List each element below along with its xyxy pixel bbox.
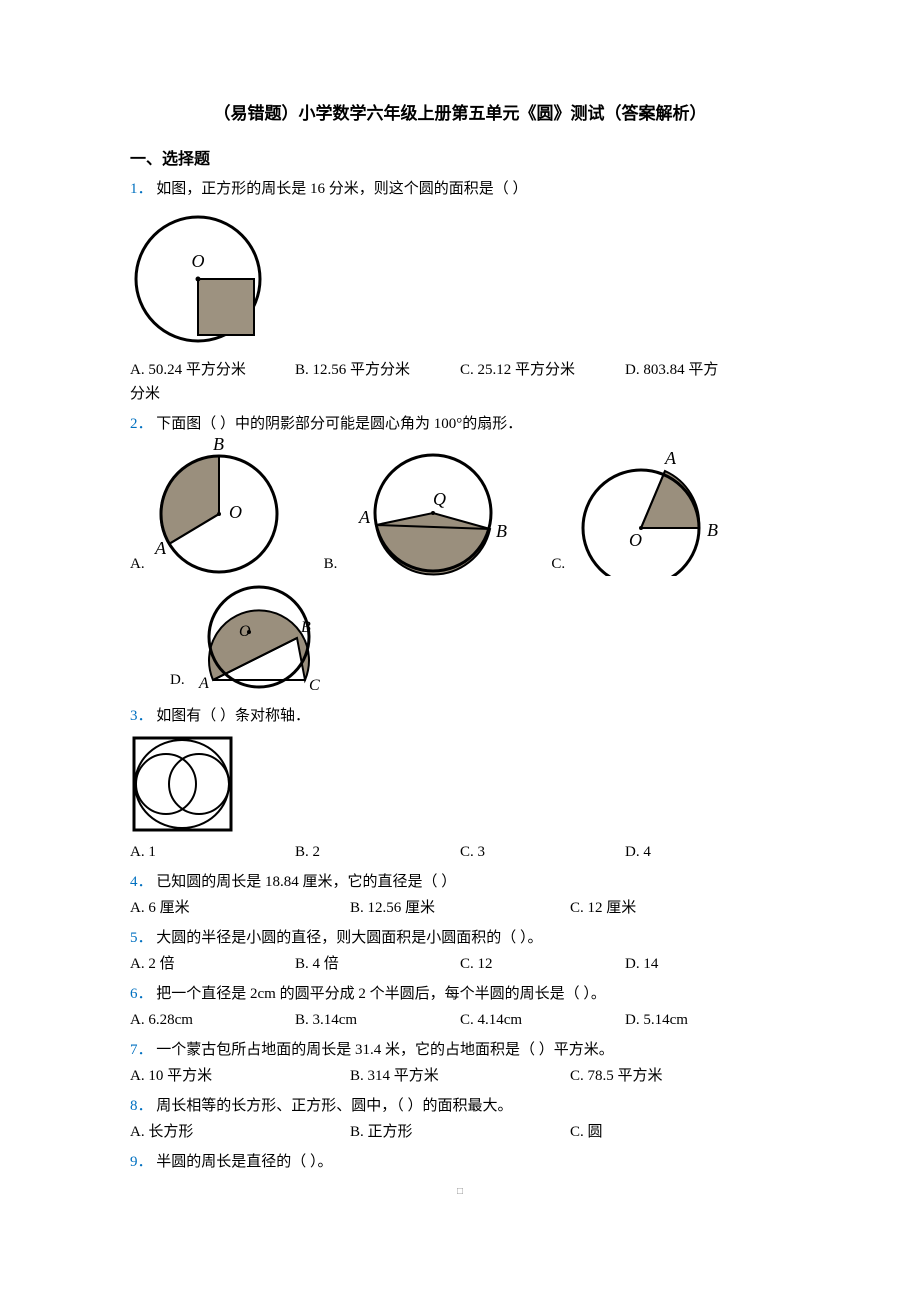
q5-opt-b: B. 4 倍	[295, 952, 460, 976]
svg-text:B: B	[496, 521, 507, 541]
svg-text:A: A	[198, 675, 209, 692]
q7-number: 7．	[130, 1042, 153, 1058]
q8-number: 8．	[130, 1098, 153, 1114]
svg-text:O: O	[192, 251, 205, 271]
q1-opt-d-cont: 分米	[130, 382, 790, 406]
q8-opt-b: B. 正方形	[350, 1120, 570, 1144]
q1-opt-c: C. 25.12 平方分米	[460, 358, 625, 382]
question-4: 4． 已知圆的周长是 18.84 厘米，它的直径是（ ） A. 6 厘米 B. …	[130, 870, 790, 920]
section-1-header: 一、选择题	[130, 147, 790, 173]
q7-options: A. 10 平方米 B. 314 平方米 C. 78.5 平方米	[130, 1064, 790, 1088]
q4-text: 已知圆的周长是 18.84 厘米，它的直径是（ ）	[156, 874, 456, 890]
q1-number: 1．	[130, 181, 153, 197]
q6-opt-d: D. 5.14cm	[625, 1008, 790, 1032]
q1-figure: O	[130, 207, 790, 352]
q5-options: A. 2 倍 B. 4 倍 C. 12 D. 14	[130, 952, 790, 976]
q4-number: 4．	[130, 874, 153, 890]
q1-options: A. 50.24 平方分米 B. 12.56 平方分米 C. 25.12 平方分…	[130, 358, 790, 382]
q2-figure-d: O B A C	[189, 582, 339, 692]
q1-text: 如图，正方形的周长是 16 分米，则这个圆的面积是（ ）	[156, 181, 527, 197]
q8-options: A. 长方形 B. 正方形 C. 圆	[130, 1120, 790, 1144]
q4-opt-a: A. 6 厘米	[130, 896, 350, 920]
q3-opt-d: D. 4	[625, 840, 790, 864]
question-6: 6． 把一个直径是 2cm 的圆平分成 2 个半圆后，每个半圆的周长是（ ）。 …	[130, 982, 790, 1032]
q2-opt-d-wrap: D. O B A C	[170, 582, 339, 692]
q2-opt-d: D.	[170, 668, 185, 692]
question-9: 9． 半圆的周长是直径的（ ）。	[130, 1150, 790, 1174]
question-7: 7． 一个蒙古包所占地面的周长是 31.4 米，它的占地面积是（ ）平方米。 A…	[130, 1038, 790, 1088]
svg-text:O: O	[229, 502, 242, 522]
page-marker: □	[130, 1184, 790, 1200]
q6-options: A. 6.28cm B. 3.14cm C. 4.14cm D. 5.14cm	[130, 1008, 790, 1032]
q6-text: 把一个直径是 2cm 的圆平分成 2 个半圆后，每个半圆的周长是（ ）。	[156, 986, 606, 1002]
svg-text:A: A	[664, 448, 677, 468]
q9-text: 半圆的周长是直径的（ ）。	[156, 1154, 332, 1170]
q3-number: 3．	[130, 708, 153, 724]
page-title: （易错题）小学数学六年级上册第五单元《圆》测试（答案解析）	[130, 100, 790, 127]
q5-opt-c: C. 12	[460, 952, 625, 976]
q6-opt-b: B. 3.14cm	[295, 1008, 460, 1032]
q4-opt-b: B. 12.56 厘米	[350, 896, 570, 920]
question-5: 5． 大圆的半径是小圆的直径，则大圆面积是小圆面积的（ ）。 A. 2 倍 B.…	[130, 926, 790, 976]
question-1: 1． 如图，正方形的周长是 16 分米，则这个圆的面积是（ ） O A. 50.…	[130, 177, 790, 406]
q1-opt-d: D. 803.84 平方	[625, 358, 790, 382]
q6-number: 6．	[130, 986, 153, 1002]
q5-text: 大圆的半径是小圆的直径，则大圆面积是小圆面积的（ ）。	[156, 930, 542, 946]
question-8: 8． 周长相等的长方形、正方形、圆中，（ ）的面积最大。 A. 长方形 B. 正…	[130, 1094, 790, 1144]
q2-figure-b: A Q B	[341, 451, 521, 576]
q5-opt-d: D. 14	[625, 952, 790, 976]
svg-text:O: O	[629, 530, 642, 550]
q4-options: A. 6 厘米 B. 12.56 厘米 C. 12 厘米	[130, 896, 790, 920]
q3-opt-a: A. 1	[130, 840, 295, 864]
q3-opt-c: C. 3	[460, 840, 625, 864]
q1-opt-a: A. 50.24 平方分米	[130, 358, 295, 382]
svg-text:B: B	[301, 619, 311, 636]
q2-opt-c-wrap: C. A B O	[551, 446, 729, 576]
q3-opt-b: B. 2	[295, 840, 460, 864]
q7-opt-c: C. 78.5 平方米	[570, 1064, 790, 1088]
svg-text:B: B	[213, 436, 224, 454]
question-2: 2． 下面图（ ）中的阴影部分可能是圆心角为 100°的扇形． A. B A O…	[130, 412, 790, 698]
q8-opt-c: C. 圆	[570, 1120, 790, 1144]
q8-opt-a: A. 长方形	[130, 1120, 350, 1144]
q2-figure-a: B A O	[149, 436, 294, 576]
q6-opt-a: A. 6.28cm	[130, 1008, 295, 1032]
q9-number: 9．	[130, 1154, 153, 1170]
q1-opt-b: B. 12.56 平方分米	[295, 358, 460, 382]
q2-opt-b: B.	[324, 552, 338, 576]
svg-text:Q: Q	[433, 489, 446, 509]
question-3: 3． 如图有（ ）条对称轴． A. 1 B. 2 C. 3 D. 4	[130, 704, 790, 864]
q8-text: 周长相等的长方形、正方形、圆中，（ ）的面积最大。	[156, 1098, 512, 1114]
q2-figure-c: A B O	[569, 446, 729, 576]
q5-opt-a: A. 2 倍	[130, 952, 295, 976]
q7-text: 一个蒙古包所占地面的周长是 31.4 米，它的占地面积是（ ）平方米。	[156, 1042, 614, 1058]
q2-number: 2．	[130, 416, 153, 432]
svg-text:O: O	[239, 623, 251, 640]
q3-text: 如图有（ ）条对称轴．	[156, 708, 310, 724]
svg-text:B: B	[707, 520, 718, 540]
q2-options: A. B A O B. A Q B	[130, 436, 790, 698]
svg-text:A: A	[358, 507, 371, 527]
svg-text:A: A	[154, 538, 167, 558]
q2-text: 下面图（ ）中的阴影部分可能是圆心角为 100°的扇形．	[156, 416, 522, 432]
q2-opt-a-wrap: A. B A O	[130, 436, 294, 576]
q6-opt-c: C. 4.14cm	[460, 1008, 625, 1032]
q2-opt-c: C.	[551, 552, 565, 576]
q7-opt-b: B. 314 平方米	[350, 1064, 570, 1088]
q2-opt-a: A.	[130, 552, 145, 576]
q5-number: 5．	[130, 930, 153, 946]
q3-options: A. 1 B. 2 C. 3 D. 4	[130, 840, 790, 864]
q4-opt-c: C. 12 厘米	[570, 896, 790, 920]
svg-text:C: C	[309, 677, 320, 692]
q2-opt-b-wrap: B. A Q B	[324, 451, 522, 576]
q7-opt-a: A. 10 平方米	[130, 1064, 350, 1088]
q3-figure	[130, 734, 790, 834]
